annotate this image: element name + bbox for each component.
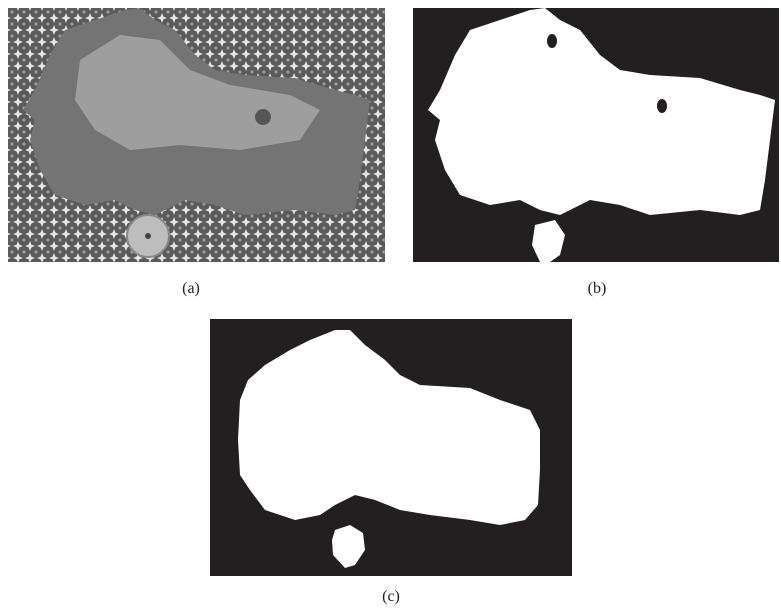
panel-c [210, 319, 572, 576]
mask-hole [657, 99, 667, 113]
panel-a [8, 8, 385, 262]
figure: (a) (b) (c) [0, 0, 781, 616]
drain-center [145, 233, 151, 239]
panel-label: (c) [382, 588, 400, 605]
panel-label: (a) [182, 280, 200, 297]
panel-label: (b) [588, 280, 607, 297]
mask-hole [547, 34, 557, 48]
panel-b [413, 8, 779, 262]
hole [255, 109, 271, 125]
